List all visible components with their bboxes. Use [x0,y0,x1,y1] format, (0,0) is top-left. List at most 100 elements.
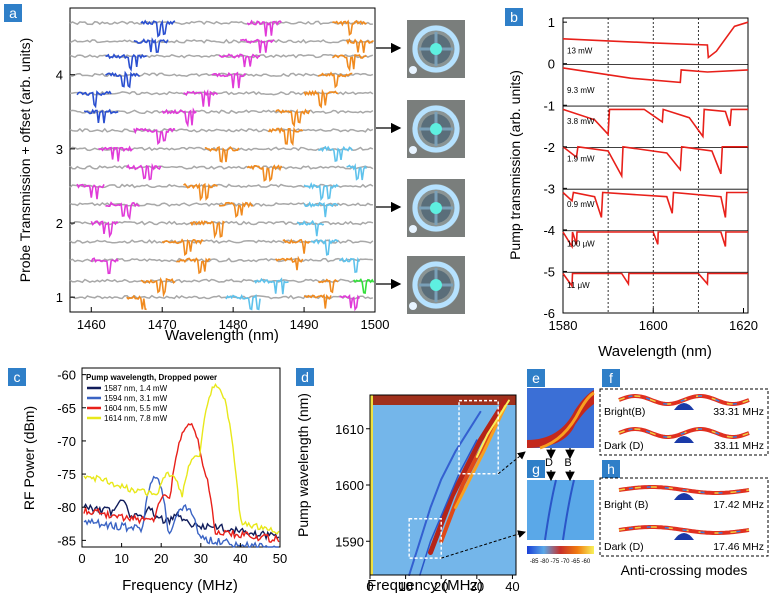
panel-a-resonance-magenta [246,19,282,37]
panel-d-label-bg [296,368,314,386]
panel-a-trace-gray [69,109,374,115]
panel-a-resonance-cyan [253,277,289,295]
panel-c-ytick-label: -70 [57,434,76,449]
panel-a-trace-gray [69,239,374,244]
panel-f-label: f [609,370,613,386]
panel-c-series [83,382,280,535]
panel-b-xtick-label: 1620 [729,318,758,333]
panel-b-ytick-label: -4 [543,223,555,238]
panel-c-legend-entry: 1587 nm, 1.4 mW [104,384,168,393]
panel-c-xtick-label: 40 [233,551,247,566]
panel-f-label-bg [602,369,620,387]
panel-b-power-label: 13 mW [567,46,593,55]
panel-a-resonance-orange [176,257,211,275]
panel-a-resonance-orange [345,38,374,53]
resonator-center [430,43,442,55]
panel-c-ylabel: RF Power (dBm) [21,406,37,510]
colorbar-ticks: -85 -80 -75 -70 -65 -60 [530,559,591,565]
panel-h-dark-label: Dark (D) [604,541,644,553]
panel-a-trace-gray [69,257,373,263]
panel-c-legend-entry: 1614 nm, 7.8 mW [104,414,168,423]
panel-a-resonance-magenta [211,71,246,89]
panel-d-zoom-box-g [408,518,442,559]
resonator-center [430,279,442,291]
panel-a-xtick-label: 1490 [290,317,319,332]
panel-b-trace [562,145,748,179]
panel-a-resonance-cyan [296,219,325,237]
panel-h-dark-mode-beam-blue [618,526,750,534]
panel-g-label-b: B [564,457,571,469]
panel-a-resonance-magenta [105,201,140,221]
panel-c-label-bg [8,368,26,386]
resonator-center [430,123,442,135]
panel-b-power-label: 1.9 mW [567,154,595,163]
panel-g-label-d: D [545,457,553,469]
panel-b-power-label: 0.9 mW [567,200,595,209]
panel-g: g D B -85 -80 -75 -70 -65 -60 [527,448,594,565]
panel-a-resonance-cyan [303,181,339,202]
panel-a-resonance-orange [204,145,240,163]
panel-a-traces [69,19,375,312]
panel-b-axes [562,17,749,314]
panel-a-resonance-magenta [126,162,162,181]
panel-b: b 13 mW 9.3 mW 3.8 mW 1.9 mW 0.9 mW 100 μW 11 … [505,8,758,360]
panel-a-resonance-blue [133,37,169,53]
panel-d-label: d [301,369,309,385]
panel-a-resonance-magenta [98,145,134,162]
panel-b-power-label: 11 μW [567,281,590,290]
panel-f-bright-mode-anchor [674,403,694,410]
panel-g-label: g [532,461,540,477]
panel-b-label-bg [505,8,523,26]
panel-b-power-label: 9.3 mW [567,86,595,95]
resonator-ring [412,184,460,232]
panel-a-trace-gray [69,278,374,284]
panel-h-label-bg [602,460,620,478]
resonator-ring [412,261,460,309]
panel-a-resonance-cyan [310,238,339,256]
panel-a-xtick-label: 1470 [148,317,177,332]
panel-h-dark-mode-anchor [674,533,694,540]
panel-h-modes [618,485,750,540]
panel-b-power-label: 100 μW [567,240,595,249]
panel-d-ytick-label: 1590 [335,534,364,549]
panel-a-ylabel: Probe Transmission + offset (arb. units) [17,38,33,282]
panel-c-ytick-label: -60 [57,368,76,383]
resonator-ring [412,25,460,73]
panel-a-resonance-blue [83,108,119,124]
panel-a-resonance-orange [275,108,311,128]
panel-b-trace [562,67,749,84]
panel-a-resonance-magenta [240,38,275,54]
panel-a-label: a [9,5,17,21]
panel-a-trace-gray [69,165,374,170]
panel-a-resonance-magenta [76,183,105,200]
panel-a-resonance-orange [332,19,367,37]
panel-c-legend-title: Pump wavelength, Dropped power [86,373,217,382]
panel-f-bright-label: Bright(B) [604,406,645,418]
panel-a-trace-gray [69,220,374,226]
panel-h-bright-mode-beam-blue [618,486,750,494]
panel-a-resonance-magenta [90,257,119,275]
panel-a-resonance-orange [317,278,339,294]
panel-f-dark-label: Dark (D) [604,440,644,452]
panel-a-resonance-orange [303,88,339,109]
panel-e-mode-line [539,391,595,450]
panel-e-label: e [532,370,540,386]
panel-d-zoom-arrow-e [497,451,526,475]
panel-c-xtick-label: 0 [78,551,85,566]
panel-a-resonance-blue [76,90,112,109]
panel-a-resonance-orange [318,71,353,89]
panel-a-yticks: 1 2 3 4 [56,68,75,305]
panel-g-label-bg [527,460,545,478]
panel-a-resonance-magenta [133,127,176,146]
panel-a-trace-gray [69,127,374,133]
panel-a-resonance-orange [246,164,283,182]
panel-g-mode-d [544,479,557,541]
panel-a-resonance-magenta [161,107,197,128]
panel-a-resonance-orange [140,276,176,298]
panel-a-ytick-label: 4 [56,68,63,83]
panel-d-ytick-label: 1610 [335,422,364,437]
panel-c-xtick-label: 20 [154,551,168,566]
panel-c: c -60 -65 -70 -75 -80 -850 10 20 30 40 50 Frequenc… [8,367,287,594]
panel-d-xlabel: Frequency (MHz) [367,577,483,594]
panel-c-ytick-label: -65 [57,401,76,416]
